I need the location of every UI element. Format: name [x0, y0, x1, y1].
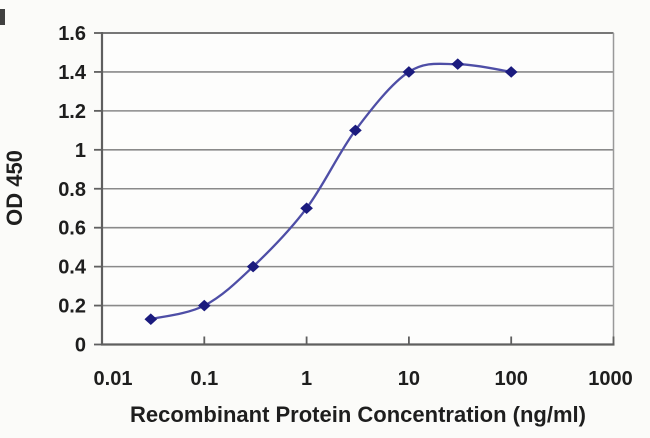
y-tick-label: 0: [75, 335, 86, 357]
x-tick-label: 0.01: [94, 368, 133, 390]
x-tick-label: 1000: [588, 368, 633, 390]
x-tick-label: 10: [398, 368, 420, 390]
data-point-marker: [402, 66, 416, 78]
x-axis-title: Recombinant Protein Concentration (ng/ml…: [130, 402, 586, 427]
y-tick-label: 1.2: [58, 101, 86, 123]
data-point-marker: [144, 313, 158, 325]
y-tick-label: 1: [75, 140, 86, 162]
data-point-marker: [197, 299, 211, 312]
data-point-marker: [349, 124, 362, 137]
y-tick-label: 0.6: [58, 218, 86, 240]
x-tick-labels: 0.01 0.1 1 10 100 1000: [94, 368, 633, 390]
y-tick-label: 0.8: [58, 179, 86, 201]
y-tick-label: 1.6: [58, 23, 86, 45]
y-tick-labels: 0 0.2 0.4 0.6 0.8 1 1.2 1.4 1.6: [58, 23, 87, 357]
data-series-line: [149, 62, 513, 321]
x-tick-label: 1: [301, 368, 312, 390]
data-point-marker: [504, 66, 518, 78]
y-axis-title: OD 450: [2, 150, 27, 226]
series-markers: [144, 58, 518, 325]
y-tick-label: 1.4: [58, 62, 87, 84]
data-point-marker: [246, 260, 260, 273]
data-point-marker: [300, 202, 313, 214]
y-tick-label: 0.2: [58, 296, 86, 318]
data-point-marker: [451, 58, 465, 70]
x-tick-label: 100: [495, 368, 528, 390]
x-tick-label: 0.1: [190, 368, 218, 390]
axis-tick-marks: [94, 32, 615, 346]
gridlines: [102, 32, 614, 307]
y-tick-label: 0.4: [58, 257, 87, 279]
edge-artifact-mark: [0, 9, 5, 25]
